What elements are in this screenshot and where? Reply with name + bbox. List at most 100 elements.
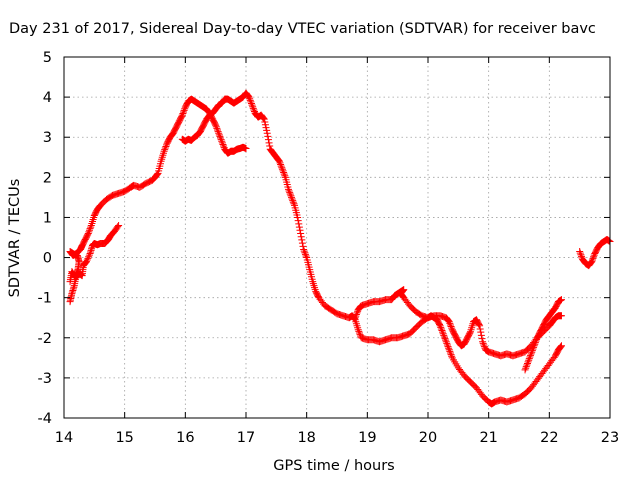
data-point: [437, 323, 445, 331]
data-point: [446, 347, 454, 355]
y-tick-label: 5: [43, 50, 52, 66]
data-point: [478, 335, 486, 343]
data-point: [246, 96, 254, 104]
data-point: [352, 311, 360, 319]
data-point: [440, 333, 448, 341]
data-point: [442, 338, 450, 346]
data-point: [245, 93, 253, 101]
data-point: [83, 256, 91, 264]
data-point: [247, 100, 255, 108]
data-point: [356, 331, 364, 339]
y-tick-label: -4: [38, 411, 52, 427]
data-point: [161, 146, 169, 154]
x-tick-label: 20: [419, 430, 437, 446]
x-tick-label: 23: [601, 430, 619, 446]
data-point: [289, 197, 297, 205]
data-point: [247, 98, 255, 106]
data-point: [525, 355, 533, 363]
data-point: [214, 128, 222, 136]
data-point: [84, 229, 92, 237]
data-point: [85, 228, 93, 236]
y-axis-label: SDTVAR / TECUs: [7, 179, 23, 298]
y-tick-label: 4: [43, 90, 52, 106]
data-point: [295, 220, 303, 228]
data-point: [588, 258, 596, 266]
data-point: [576, 249, 584, 257]
data-point: [276, 159, 284, 167]
data-point: [264, 132, 272, 140]
data-point: [85, 251, 93, 259]
x-tick-label: 22: [540, 430, 558, 446]
x-tick-label: 16: [176, 430, 194, 446]
data-point: [219, 140, 227, 148]
y-tick-label: -3: [38, 371, 52, 387]
data-point: [530, 343, 538, 351]
data-point: [438, 327, 446, 335]
data-point: [446, 349, 454, 357]
data-point: [160, 147, 168, 155]
data-point: [299, 242, 307, 250]
data-point: [86, 225, 94, 233]
data-point: [522, 364, 530, 372]
data-point: [217, 136, 225, 144]
data-point: [557, 312, 565, 320]
data-point: [216, 132, 224, 140]
data-point: [278, 164, 286, 172]
plot-frame: [63, 56, 611, 419]
data-point: [445, 318, 453, 326]
data-point: [265, 139, 273, 147]
data-point: [439, 330, 447, 338]
data-point: [557, 296, 565, 304]
data-point: [294, 213, 302, 221]
data-point: [260, 114, 268, 122]
data-point: [557, 342, 565, 350]
data-point: [301, 250, 309, 258]
data-point: [85, 226, 93, 234]
data-point: [250, 106, 258, 114]
data-point: [300, 246, 308, 254]
x-tick-label: 18: [297, 430, 315, 446]
x-tick-label: 15: [115, 430, 133, 446]
data-point: [288, 193, 295, 201]
data-point: [476, 322, 484, 330]
data-point: [279, 167, 287, 175]
data-point: [302, 252, 310, 260]
data-point: [587, 259, 595, 267]
data-point: [443, 339, 451, 347]
y-tick-label: -2: [38, 331, 52, 347]
data-point: [447, 323, 455, 331]
data-point: [439, 328, 447, 336]
data-point: [286, 189, 294, 197]
data-point: [527, 350, 535, 358]
data-point: [266, 142, 274, 150]
y-tick-label: 0: [43, 251, 52, 267]
data-point: [284, 185, 292, 193]
data-point: [588, 256, 596, 264]
data-point: [278, 165, 286, 173]
data-point: [85, 253, 93, 261]
data-point: [475, 321, 483, 329]
data-point: [479, 339, 487, 347]
data-point: [180, 106, 188, 114]
data-point: [263, 129, 271, 137]
data-point: [218, 137, 226, 145]
data-point: [444, 343, 452, 351]
data-point: [301, 249, 309, 257]
data-point: [280, 169, 288, 177]
data-point: [523, 361, 531, 369]
x-tick-label: 21: [479, 430, 497, 446]
data-point: [479, 338, 487, 346]
data-point: [180, 108, 188, 116]
data-point: [215, 129, 223, 137]
data-point: [161, 144, 169, 152]
data-point: [526, 353, 534, 361]
data-point: [532, 337, 540, 345]
data-point: [82, 258, 90, 266]
data-point: [281, 172, 289, 180]
data-point: [249, 104, 257, 112]
data-points: [66, 89, 614, 408]
y-tick-label: 2: [43, 170, 52, 186]
data-point: [295, 223, 303, 231]
data-point: [448, 352, 456, 360]
